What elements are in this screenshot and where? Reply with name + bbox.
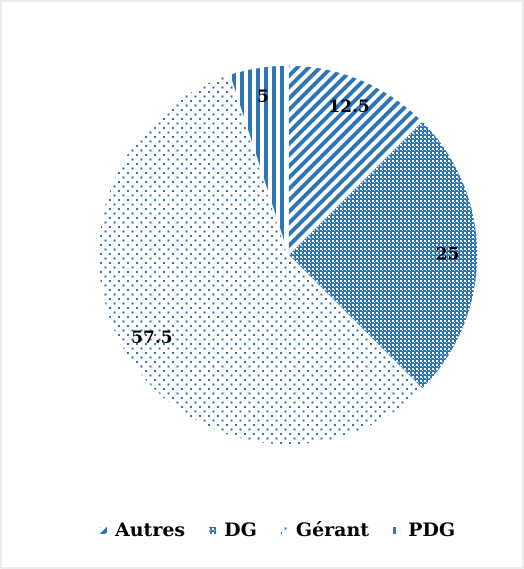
legend-swatch — [209, 527, 217, 534]
legend-swatch — [393, 527, 401, 534]
data-label: 57.5 — [131, 328, 172, 348]
data-label: 5 — [257, 87, 269, 107]
legend-swatch — [280, 527, 288, 534]
legend-label: Autres — [114, 519, 185, 541]
data-label: 12.5 — [328, 97, 369, 117]
pie-slice — [286, 119, 479, 391]
pie-slice — [228, 64, 289, 256]
legend-label: DG — [224, 519, 257, 541]
data-label: 25 — [436, 245, 460, 265]
legend-label: Gérant — [296, 519, 369, 541]
pie-slice — [97, 73, 424, 446]
legend-swatch — [100, 527, 107, 534]
pie-slice — [287, 64, 424, 257]
legend-label: PDG — [408, 519, 455, 541]
